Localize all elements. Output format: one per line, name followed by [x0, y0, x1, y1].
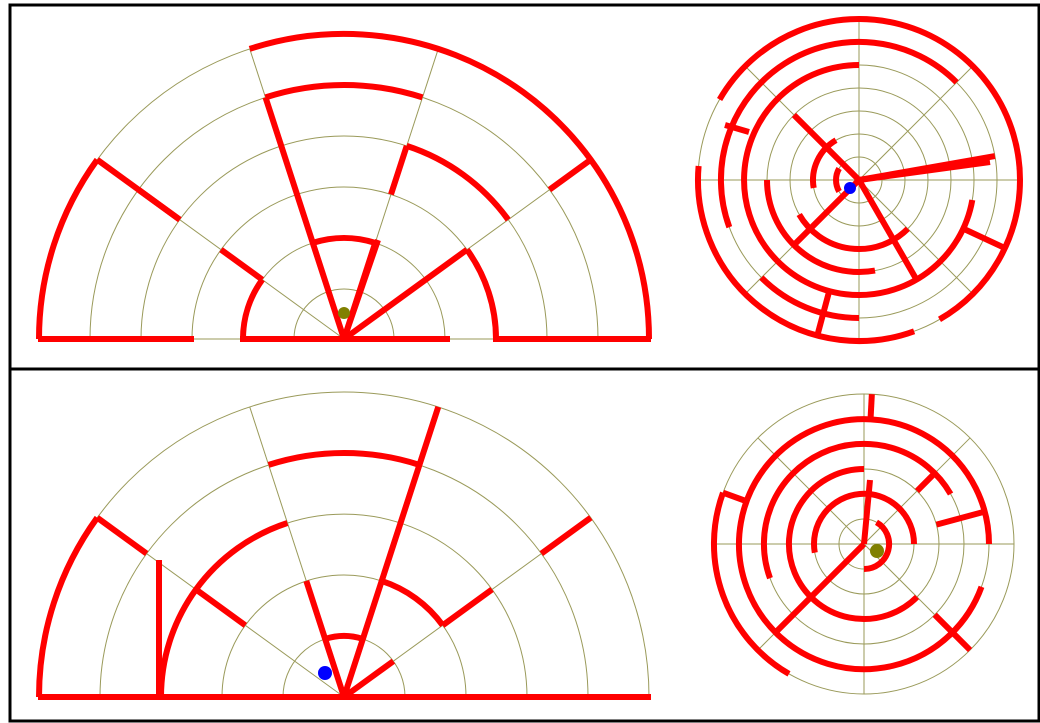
- guide-spoke: [858, 179, 974, 295]
- wall-arc: [311, 234, 377, 246]
- wall-arc: [759, 275, 860, 321]
- bottom-panel-frame: [8, 367, 1040, 723]
- wall-radial: [773, 541, 867, 635]
- wall-radial: [722, 489, 748, 505]
- wall-arc: [248, 30, 652, 340]
- top-panel-frame: [8, 3, 1040, 371]
- wall-arc: [736, 416, 992, 673]
- bottom-circle-maze: [710, 393, 1015, 695]
- wall-segment: [861, 479, 873, 545]
- wall-radial: [791, 112, 862, 183]
- wall-arc: [717, 16, 1023, 181]
- wall-arc: [380, 578, 446, 628]
- wall-arc: [937, 179, 1023, 322]
- wall-radial: [914, 471, 937, 494]
- wall-arc: [710, 491, 791, 677]
- wall-arc: [464, 247, 499, 340]
- guide-spoke: [858, 65, 974, 181]
- wall-arc: [405, 143, 511, 222]
- bottom-semicircle-maze: [36, 391, 651, 700]
- bottom-semicircle-walls: [36, 406, 651, 700]
- wall-radial: [961, 225, 1007, 251]
- wall-segment: [724, 122, 750, 135]
- guide-ring: [293, 288, 395, 340]
- wall-radial: [547, 157, 593, 193]
- top-semicircle-walls: [36, 30, 652, 342]
- wall-arc: [36, 515, 100, 698]
- wall-radial: [867, 394, 875, 420]
- start-marker: [318, 666, 332, 680]
- wall-arc: [324, 633, 364, 642]
- wall-arc: [695, 165, 916, 344]
- wall-radial: [440, 587, 494, 628]
- wall-radial: [262, 96, 347, 340]
- wall-radial: [814, 290, 833, 337]
- wall-arc: [240, 277, 265, 340]
- wall-arc: [267, 449, 421, 468]
- guide-ring: [221, 574, 467, 698]
- wall-radial: [342, 658, 396, 700]
- wall-radial: [136, 187, 182, 223]
- wall-radial: [856, 178, 920, 282]
- wall-radial: [341, 406, 442, 698]
- wall-radial: [539, 515, 593, 557]
- top-semicircle-maze: [36, 30, 652, 342]
- wall-arc: [764, 179, 876, 275]
- wall-arc: [833, 167, 842, 193]
- wall-arc: [36, 157, 100, 340]
- guide-ring: [140, 135, 548, 340]
- bottom-circle-walls: [710, 394, 992, 677]
- wall-arc: [760, 440, 954, 580]
- wall-arc: [741, 62, 976, 298]
- wall-arc: [863, 519, 893, 573]
- wall-radial: [95, 515, 149, 557]
- wall-radial: [932, 612, 973, 653]
- wall-radial: [935, 508, 986, 528]
- wall-radial: [219, 247, 265, 283]
- wall-segment: [341, 239, 381, 340]
- start-marker: [844, 182, 856, 194]
- wall-arc: [717, 38, 959, 229]
- wall-radial: [388, 145, 410, 196]
- wall-segment: [858, 159, 991, 183]
- wall-arc: [810, 137, 838, 189]
- goal-marker: [870, 544, 884, 558]
- wall-radial: [342, 247, 469, 342]
- wall-radial: [194, 587, 248, 628]
- top-circle-maze: [695, 16, 1023, 344]
- wall-arc: [811, 490, 918, 554]
- wall-arc: [264, 82, 424, 101]
- top-circle-walls: [695, 16, 1023, 344]
- goal-marker: [338, 307, 350, 319]
- wall-radial: [303, 580, 347, 698]
- wall-arc: [785, 466, 920, 622]
